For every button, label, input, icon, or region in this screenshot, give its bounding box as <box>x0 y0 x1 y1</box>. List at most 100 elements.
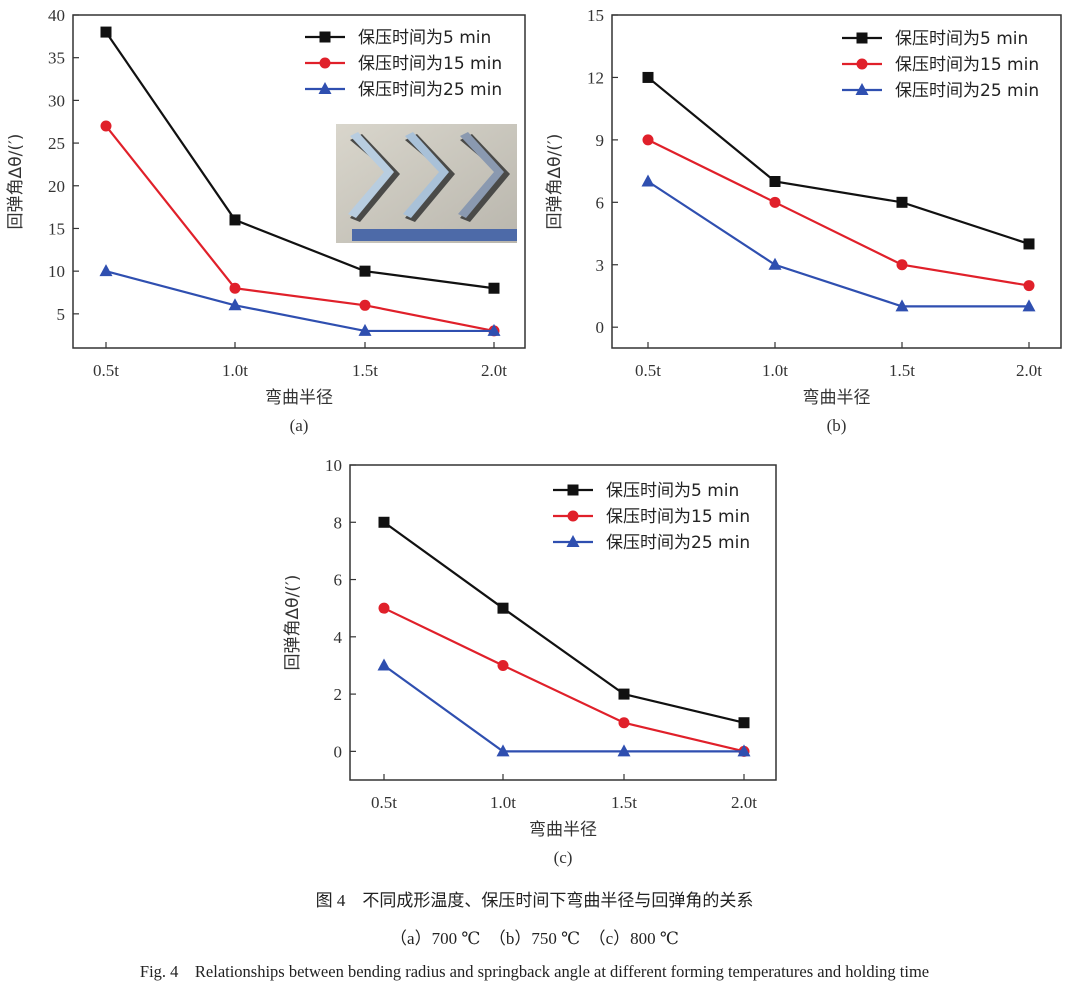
data-point <box>896 196 908 208</box>
series-1: 保压时间为5 min <box>642 29 1035 250</box>
x-tick-label: 1.5t <box>352 361 378 380</box>
data-point <box>377 658 391 671</box>
plot-frame <box>611 14 1062 349</box>
chart-panel-b: 0 3 6 9 12 15 0.5t 1.0t 1.5t 2.0t 弯曲半径 (b) 回弹角Δθ/(′)… <box>545 6 1062 435</box>
y-tick-label: 15 <box>48 219 65 238</box>
y-tick-label: 40 <box>48 6 65 25</box>
data-point <box>769 176 781 187</box>
caption-cn-title: 图 4 不同成形温度、保压时间下弯曲半径与回弹角的关系 <box>315 891 754 910</box>
legend-marker <box>855 83 869 95</box>
data-point <box>100 120 112 132</box>
data-point <box>358 323 372 336</box>
y-tick-label: 10 <box>48 262 65 281</box>
chart-panel-a: 5 10 15 20 25 30 35 40 0.5t 1.0t 1.5t 2.0t 弯曲半径 (a) 回弹… <box>6 6 526 435</box>
caption-en-title: Fig. 4 Relationships between bending rad… <box>139 962 930 981</box>
chart-panel-c: 0 2 4 6 8 10 0.5t 1.0t 1.5t 2.0t 弯曲半径 (c) 回弹角Δθ/(′) 保… <box>283 456 777 867</box>
bent-specimen <box>403 132 449 218</box>
x-tick-label: 2.0t <box>731 793 757 812</box>
y-tick-label: 5 <box>57 305 66 324</box>
data-point <box>359 299 371 311</box>
legend-marker <box>566 535 580 547</box>
data-point <box>769 196 781 208</box>
data-point <box>378 516 390 528</box>
legend-marker <box>856 32 868 44</box>
x-tick-label: 1.5t <box>889 361 915 380</box>
x-tick-label: 1.0t <box>490 793 516 812</box>
data-point <box>229 282 241 294</box>
legend-label: 保压时间为15 min <box>895 55 1039 75</box>
panel-label: (a) <box>290 416 309 435</box>
legend-marker <box>567 510 579 522</box>
series-line <box>383 664 744 753</box>
y-tick-label: 15 <box>587 6 604 25</box>
series-line <box>105 270 494 333</box>
x-axis-label: 弯曲半径 <box>529 820 597 840</box>
legend-marker <box>319 31 331 43</box>
y-tick-label: 2 <box>334 685 343 704</box>
x-axis-label: 弯曲半径 <box>265 388 333 408</box>
legend-label: 保压时间为25 min <box>358 80 502 100</box>
y-axis-label: 回弹角Δθ/(′) <box>545 134 565 230</box>
legend-marker <box>319 57 331 69</box>
legend-marker <box>567 484 579 496</box>
y-tick-label: 9 <box>596 131 605 150</box>
data-point <box>99 264 113 277</box>
data-point <box>1023 280 1035 292</box>
data-point <box>617 744 631 757</box>
data-point <box>487 323 501 336</box>
y-tick-label: 30 <box>48 91 65 110</box>
ruler <box>352 229 517 241</box>
y-tick-label: 0 <box>596 318 605 337</box>
data-point <box>359 265 371 277</box>
y-tick-label: 6 <box>334 571 343 590</box>
data-point <box>768 257 782 270</box>
data-point <box>496 744 510 757</box>
caption-cn-subtitle: （a）700 ℃ （b）750 ℃ （c）800 ℃ <box>390 929 679 948</box>
data-point <box>228 298 242 311</box>
data-point <box>488 282 500 294</box>
data-point <box>642 134 654 146</box>
legend-marker <box>318 82 332 94</box>
legend-label: 保压时间为5 min <box>895 29 1028 49</box>
series-line <box>105 125 495 333</box>
data-point <box>737 744 751 757</box>
legend-label: 保压时间为25 min <box>895 81 1039 101</box>
data-point <box>229 214 241 226</box>
series-line <box>647 138 1030 287</box>
data-point <box>895 299 909 312</box>
data-point <box>378 602 390 614</box>
data-point <box>738 717 750 729</box>
data-point <box>1022 299 1036 312</box>
y-tick-label: 25 <box>48 134 65 153</box>
data-point <box>618 717 630 729</box>
y-tick-label: 10 <box>325 456 342 475</box>
series-2: 保压时间为15 min <box>100 54 502 337</box>
series-1: 保压时间为5 min <box>100 26 500 294</box>
plot-frame <box>72 14 526 349</box>
data-point <box>1023 238 1035 250</box>
data-point <box>641 174 655 187</box>
data-point <box>100 26 112 38</box>
inset-photo <box>336 124 517 243</box>
x-tick-label: 0.5t <box>635 361 661 380</box>
legend-label: 保压时间为15 min <box>358 54 502 74</box>
panel-label: (c) <box>554 848 573 867</box>
y-tick-label: 35 <box>48 49 65 68</box>
series-2: 保压时间为15 min <box>642 55 1039 292</box>
x-tick-label: 1.0t <box>222 361 248 380</box>
y-tick-label: 4 <box>334 628 343 647</box>
y-tick-label: 12 <box>587 68 604 87</box>
x-tick-label: 1.5t <box>611 793 637 812</box>
y-axis-label: 回弹角Δθ/(′) <box>6 134 26 230</box>
y-tick-label: 3 <box>596 256 605 275</box>
legend-label: 保压时间为5 min <box>606 481 739 501</box>
legend-label: 保压时间为15 min <box>606 507 750 527</box>
x-tick-label: 0.5t <box>93 361 119 380</box>
series-3: 保压时间为25 min <box>99 80 502 336</box>
series-line <box>383 521 745 724</box>
panel-label: (b) <box>827 416 847 435</box>
y-tick-label: 0 <box>334 742 343 761</box>
y-axis-label: 回弹角Δθ/(′) <box>283 575 303 671</box>
